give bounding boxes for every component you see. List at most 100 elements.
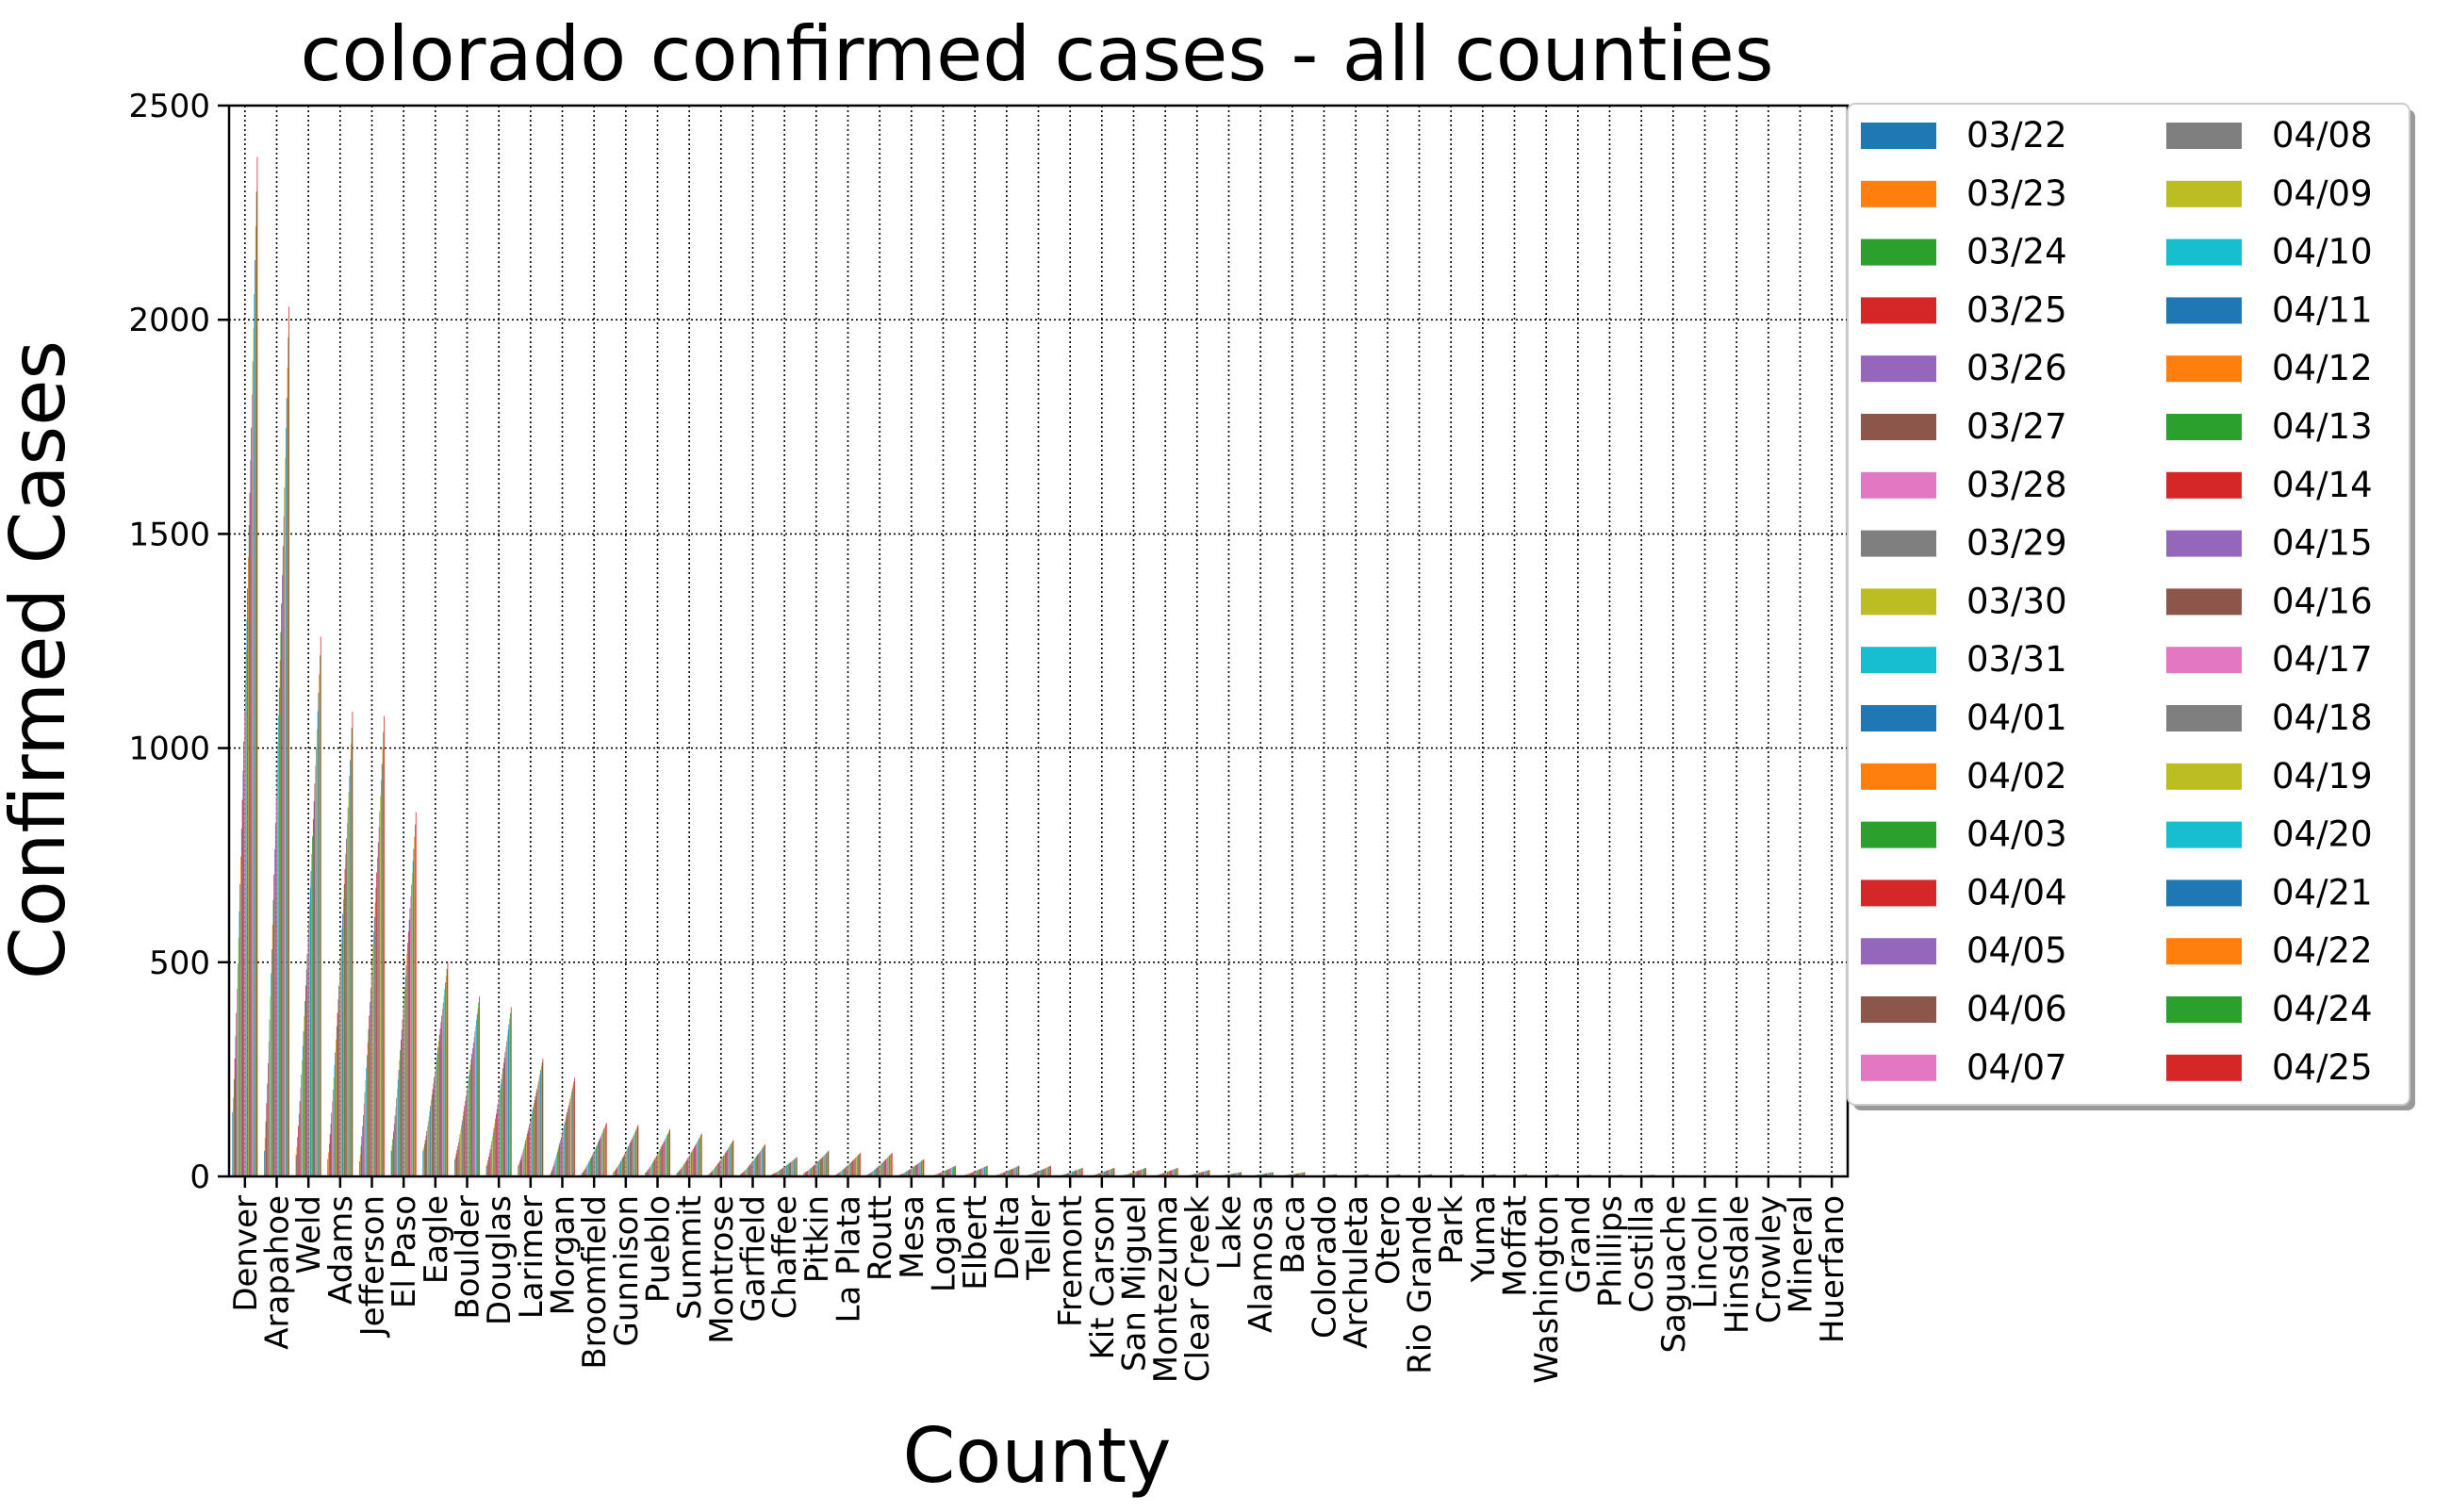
bar-boulder-03-29 xyxy=(460,1134,461,1176)
bar-delta-04-20 xyxy=(1015,1167,1016,1176)
bar-pitkin-04-13 xyxy=(820,1159,821,1176)
legend-label-03-31: 03/31 xyxy=(1966,639,2067,680)
bar-broomfield-03-29 xyxy=(586,1165,587,1176)
bar-broomfield-04-14 xyxy=(599,1141,600,1176)
bar-denver-04-22 xyxy=(255,226,256,1176)
bar-routt-04-11 xyxy=(882,1162,883,1176)
bar-el-paso-04-18 xyxy=(411,885,412,1176)
bar-routt-04-13 xyxy=(883,1161,884,1176)
legend-swatch xyxy=(1861,472,1936,499)
bar-chaffee-04-22 xyxy=(795,1159,796,1176)
bar-mesa-04-18 xyxy=(919,1162,920,1176)
bar-boulder-04-07 xyxy=(467,1091,468,1176)
bar-adams-04-25 xyxy=(353,712,354,1176)
bar-garfield-04-14 xyxy=(757,1155,758,1176)
bar-larimer-04-05 xyxy=(528,1127,529,1176)
bar-mesa-04-16 xyxy=(917,1164,918,1176)
bar-summit-04-04 xyxy=(686,1160,687,1176)
bar-mesa-04-08 xyxy=(912,1168,913,1176)
bar-arapahoe-04-09 xyxy=(277,743,278,1176)
bar-eagle-04-24 xyxy=(447,969,448,1176)
bar-douglas-04-13 xyxy=(502,1068,503,1176)
bar-la-plata-04-18 xyxy=(855,1158,856,1176)
bar-douglas-04-03 xyxy=(495,1119,496,1176)
legend-label-03-30: 03/30 xyxy=(1966,581,2067,621)
bar-morgan-04-03 xyxy=(559,1146,560,1176)
bar-gunnison-04-10 xyxy=(627,1148,628,1176)
bar-denver-04-24 xyxy=(256,191,257,1176)
bar-morgan-04-02 xyxy=(558,1149,559,1176)
bar-el-paso-03-27 xyxy=(395,1115,396,1176)
bar-denver-04-17 xyxy=(252,395,253,1176)
bar-denver-03-29 xyxy=(238,963,239,1176)
bar-gunnison-04-01 xyxy=(620,1161,621,1176)
bar-douglas-04-06 xyxy=(498,1104,499,1176)
bar-pitkin-04-07 xyxy=(815,1163,816,1176)
legend-swatch xyxy=(2166,705,2242,731)
bar-larimer-03-28 xyxy=(522,1152,523,1176)
bar-pitkin-04-09 xyxy=(817,1162,818,1176)
bar-arapahoe-04-14 xyxy=(281,603,282,1176)
bar-el-paso-04-25 xyxy=(416,813,417,1176)
bar-summit-04-22 xyxy=(699,1137,700,1176)
bar-larimer-04-11 xyxy=(533,1107,534,1176)
bar-morgan-04-18 xyxy=(569,1098,570,1176)
bar-chaffee-04-20 xyxy=(794,1159,795,1176)
bar-boulder-03-25 xyxy=(456,1150,457,1176)
bar-douglas-04-08 xyxy=(499,1094,500,1176)
bar-morgan-04-17 xyxy=(569,1102,570,1176)
bar-jefferson-03-22 xyxy=(359,1161,360,1176)
bar-adams-03-27 xyxy=(331,1113,332,1177)
bar-chaffee-04-21 xyxy=(794,1159,795,1176)
bar-pitkin-04-14 xyxy=(821,1159,822,1176)
bar-larimer-04-01 xyxy=(525,1141,526,1176)
bar-montrose-04-16 xyxy=(727,1150,728,1176)
legend-label-04-01: 04/01 xyxy=(1966,698,2067,738)
bar-gunnison-04-09 xyxy=(627,1149,628,1176)
bar-boulder-03-30 xyxy=(460,1129,461,1176)
bar-logan-04-20 xyxy=(952,1167,953,1176)
bar-montrose-04-06 xyxy=(719,1161,720,1176)
bar-montrose-04-09 xyxy=(722,1158,723,1176)
bar-pueblo-04-17 xyxy=(665,1141,666,1176)
bar-denver-04-15 xyxy=(250,460,251,1176)
bar-arapahoe-03-29 xyxy=(270,1019,271,1176)
bar-douglas-03-27 xyxy=(490,1149,491,1176)
bar-denver-04-12 xyxy=(248,557,249,1176)
bar-pitkin-04-12 xyxy=(819,1160,820,1176)
bar-summit-04-03 xyxy=(685,1161,686,1176)
bar-arapahoe-03-30 xyxy=(270,996,271,1176)
bar-broomfield-04-10 xyxy=(596,1147,597,1176)
bar-logan-04-24 xyxy=(954,1166,955,1176)
bar-broomfield-04-06 xyxy=(593,1154,594,1176)
bar-delta-04-16 xyxy=(1012,1169,1013,1176)
bar-morgan-03-26 xyxy=(552,1167,553,1176)
bar-morgan-03-28 xyxy=(554,1162,555,1176)
bar-la-plata-04-20 xyxy=(857,1156,858,1176)
bar-broomfield-04-16 xyxy=(600,1137,601,1176)
bar-denver-04-08 xyxy=(245,682,246,1176)
bar-douglas-03-24 xyxy=(487,1160,488,1176)
bar-jefferson-03-30 xyxy=(365,1080,366,1176)
bar-eagle-04-16 xyxy=(441,1015,442,1176)
bar-pitkin-04-21 xyxy=(826,1153,827,1176)
bar-denver-04-06 xyxy=(243,741,244,1176)
bar-larimer-04-07 xyxy=(530,1121,531,1176)
bar-larimer-03-31 xyxy=(525,1143,526,1176)
bar-mesa-04-20 xyxy=(920,1161,921,1176)
bar-jefferson-04-12 xyxy=(375,902,376,1176)
legend-label-04-18: 04/18 xyxy=(2272,698,2373,738)
bar-larimer-04-04 xyxy=(528,1131,529,1177)
bar-mesa-04-17 xyxy=(918,1163,919,1176)
legend-label-04-13: 04/13 xyxy=(2272,406,2373,447)
bar-jefferson-04-16 xyxy=(378,842,379,1176)
bar-el-paso-04-04 xyxy=(401,1040,402,1176)
bar-routt-04-25 xyxy=(892,1153,893,1176)
bar-denver-03-26 xyxy=(236,1036,237,1176)
legend-swatch xyxy=(1861,414,1936,440)
bar-garfield-03-31 xyxy=(747,1168,748,1176)
bar-pueblo-04-03 xyxy=(654,1160,655,1176)
bar-garfield-04-16 xyxy=(759,1153,760,1176)
legend-swatch xyxy=(1861,123,1936,149)
